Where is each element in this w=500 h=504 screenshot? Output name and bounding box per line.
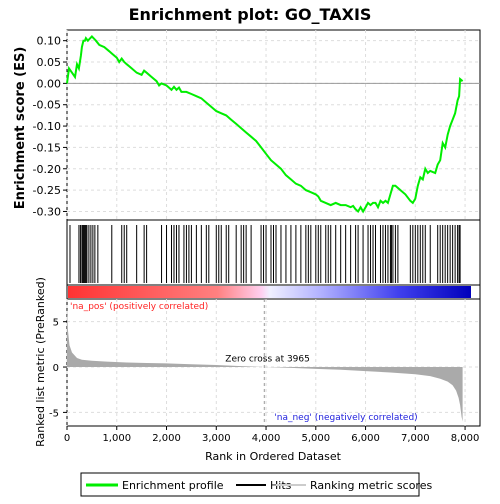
hit-marks xyxy=(69,225,461,283)
negative-correlated-label: 'na_neg' (negatively correlated) xyxy=(274,413,417,423)
rank-gradient-bar xyxy=(68,286,471,298)
es-y-tick-label: -0.30 xyxy=(33,205,61,218)
ranked-y-tick-label: 0 xyxy=(53,363,59,374)
ranked-y-tick-label: 5 xyxy=(53,318,59,329)
x-axis: 0 1,000 2,000 3,000 4,000 5,000 6,000 7,000 8,00… xyxy=(64,426,480,444)
x-tick-label: 0 xyxy=(64,433,70,444)
x-tick-label: 1,000 xyxy=(102,433,131,444)
ranking-metric-fill xyxy=(67,308,463,422)
chart-title: Enrichment plot: GO_TAXIS xyxy=(129,5,372,24)
x-tick-label: 5,000 xyxy=(301,433,330,444)
legend-label: Enrichment profile xyxy=(122,479,224,492)
es-y-tick-label: 0.00 xyxy=(37,77,62,90)
zero-cross-label: Zero cross at 3965 xyxy=(225,355,310,365)
es-y-tick-label: 0.05 xyxy=(37,56,62,69)
x-tick-label: 2,000 xyxy=(152,433,181,444)
es-y-tick-label: -0.20 xyxy=(33,163,61,176)
es-y-tick-label: -0.15 xyxy=(33,141,61,154)
es-y-axis: 0.10 0.05 0.00 -0.05 -0.10 -0.15 -0.20 -0.25 -0.… xyxy=(33,35,67,218)
es-y-tick-label: -0.10 xyxy=(33,120,61,133)
enrichment-profile-line xyxy=(66,34,464,214)
legend-label: Ranking metric scores xyxy=(310,479,432,492)
es-y-tick-label: -0.05 xyxy=(33,99,61,112)
ranked-y-axis: 5 0 -5 xyxy=(49,318,67,419)
x-axis-label: Rank in Ordered Dataset xyxy=(205,450,342,463)
x-tick-label: 7,000 xyxy=(401,433,430,444)
ranked-panel-frame xyxy=(66,298,481,427)
legend: Enrichment profile Hits Ranking metric sco… xyxy=(80,472,432,497)
ranked-y-axis-label: Ranked list metric (PreRanked) xyxy=(34,277,47,447)
positive-correlated-label: 'na_pos' (positively correlated) xyxy=(70,302,208,312)
x-tick-label: 3,000 xyxy=(202,433,231,444)
ranked-y-tick-label: -5 xyxy=(49,408,59,419)
es-y-tick-label: -0.25 xyxy=(33,184,61,197)
x-tick-label: 4,000 xyxy=(252,433,281,444)
es-panel-frame xyxy=(66,29,481,221)
x-tick-label: 8,000 xyxy=(451,433,480,444)
es-y-axis-label: Enrichment score (ES) xyxy=(13,47,28,210)
es-y-tick-label: 0.10 xyxy=(37,35,62,48)
x-tick-label: 6,000 xyxy=(351,433,380,444)
